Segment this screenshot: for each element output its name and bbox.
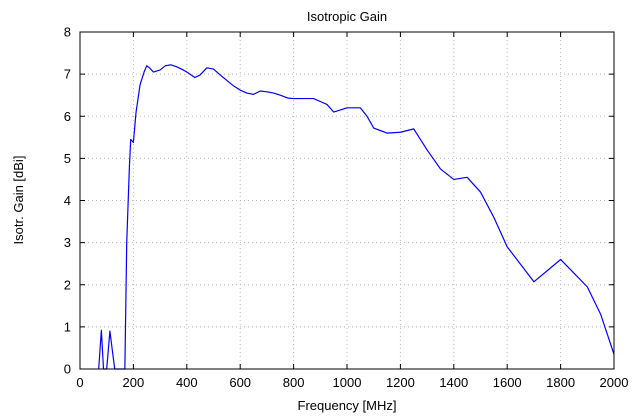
- y-tick-labels: 0 1 2 3 4 5 6 7 8: [64, 25, 71, 377]
- y-tick-label: 5: [64, 151, 71, 166]
- y-tick-label: 1: [64, 319, 71, 334]
- x-tick-label: 1600: [493, 375, 522, 390]
- series-layer: [98, 64, 615, 370]
- y-tick-label: 0: [64, 362, 71, 377]
- x-tick-label: 600: [229, 375, 251, 390]
- x-tick-label: 1800: [546, 375, 575, 390]
- x-tick-label: 1000: [333, 375, 362, 390]
- x-tick-label: 1400: [439, 375, 468, 390]
- x-tick-label: 1200: [386, 375, 415, 390]
- y-tick-label: 4: [64, 193, 71, 208]
- x-tick-label: 2000: [600, 375, 629, 390]
- y-tick-label: 3: [64, 235, 71, 250]
- plot-frame: [79, 31, 615, 370]
- y-tick-label: 8: [64, 25, 71, 40]
- x-axis-label: Frequency [MHz]: [298, 398, 397, 413]
- x-tick-label: 400: [176, 375, 198, 390]
- x-tick-label: 200: [123, 375, 145, 390]
- chart-title: Isotropic Gain: [307, 9, 387, 24]
- y-axis-label: Isotr. Gain [dBi]: [11, 156, 26, 245]
- y-tick-label: 7: [64, 67, 71, 82]
- y-tick-label: 6: [64, 109, 71, 124]
- x-tick-labels: 0 200 400 600 800 1000 1200 1400 1600 1800 2000: [76, 375, 628, 390]
- x-tick-label: 0: [76, 375, 83, 390]
- y-tick-label: 2: [64, 277, 71, 292]
- grid-lines: [80, 32, 614, 369]
- gain-series-line: [98, 64, 615, 370]
- x-tick-label: 800: [283, 375, 305, 390]
